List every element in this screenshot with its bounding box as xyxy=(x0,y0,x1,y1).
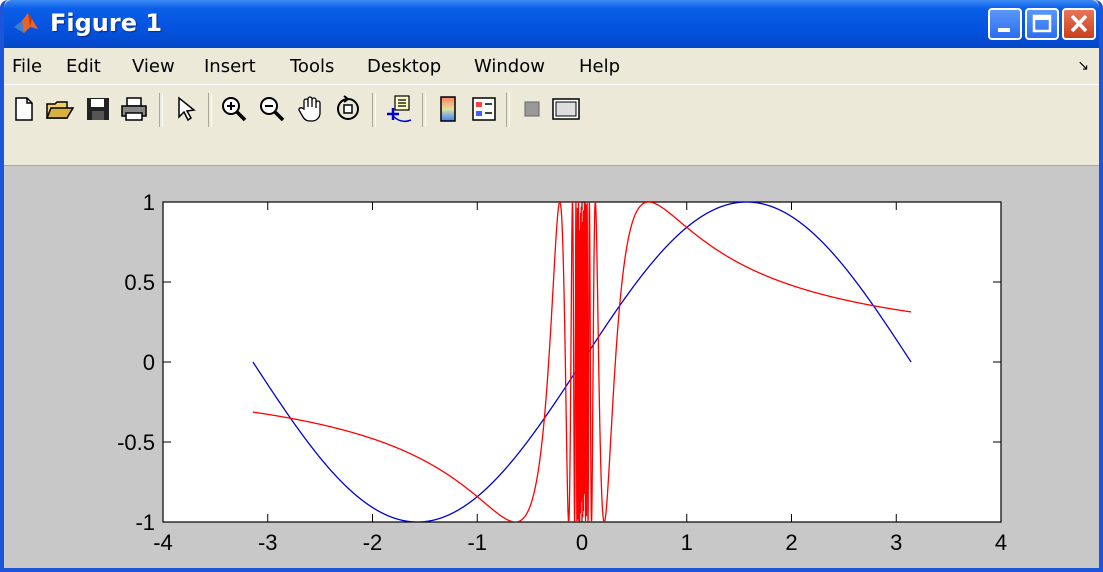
minimize-button[interactable] xyxy=(988,8,1022,40)
x-tick-label: -4 xyxy=(153,530,173,555)
figure-toolbar xyxy=(4,84,1099,166)
new-figure-button[interactable] xyxy=(8,91,40,127)
figure-canvas: -4 -3 -2 -1 0 1 2 3 4 1 0.5 0 -0.5 -1 xyxy=(4,166,1099,572)
edit-plot-button[interactable] xyxy=(170,91,202,127)
open-folder-icon xyxy=(45,101,75,119)
x-tick-label: 1 xyxy=(681,530,693,555)
show-plot-tools-icon xyxy=(552,98,580,120)
rotate-3d-icon xyxy=(337,95,359,120)
close-icon xyxy=(1070,14,1088,33)
line-chart[interactable]: -4 -3 -2 -1 0 1 2 3 4 1 0.5 0 -0.5 -1 xyxy=(4,166,1099,572)
y-tick-label: -1 xyxy=(135,510,155,535)
zoom-out-icon xyxy=(260,97,285,122)
menu-desktop[interactable]: Desktop xyxy=(367,56,442,77)
menu-view[interactable]: View xyxy=(132,56,175,77)
save-figure-button[interactable] xyxy=(82,91,114,127)
window-title: Figure 1 xyxy=(50,9,163,37)
insert-colorbar-button[interactable] xyxy=(432,91,464,127)
toolbar-separator xyxy=(506,93,510,127)
menu-bar: File Edit View Insert Tools Desktop Wind… xyxy=(4,48,1099,84)
toolbar-separator xyxy=(422,93,426,127)
x-tick-label: 3 xyxy=(890,530,902,555)
series-line-2 xyxy=(252,202,912,522)
x-tick-label: -3 xyxy=(258,530,278,555)
printer-icon xyxy=(121,97,147,121)
zoom-out-button[interactable] xyxy=(256,91,288,127)
y-tick-label: 0 xyxy=(143,350,155,375)
menu-edit[interactable]: Edit xyxy=(66,56,101,77)
y-tick-label: -0.5 xyxy=(117,430,155,455)
hide-plot-tools-icon xyxy=(524,101,540,117)
y-tick-label: 1 xyxy=(143,190,155,215)
menu-tools[interactable]: Tools xyxy=(290,56,335,77)
dock-arrow-icon[interactable]: ↘ xyxy=(1077,58,1089,74)
x-tick-label: 4 xyxy=(995,530,1007,555)
maximize-icon xyxy=(1032,14,1052,33)
minimize-icon xyxy=(998,28,1010,32)
open-file-button[interactable] xyxy=(44,91,76,127)
insert-legend-button[interactable] xyxy=(468,91,500,127)
zoom-in-icon xyxy=(222,97,247,122)
toolbar-separator xyxy=(159,93,163,127)
hand-pan-icon xyxy=(298,96,321,122)
maximize-button[interactable] xyxy=(1025,8,1059,40)
x-tick-label: 0 xyxy=(576,530,588,555)
title-bar[interactable]: Figure 1 xyxy=(4,0,1099,48)
matlab-logo-icon xyxy=(14,13,38,33)
x-tick-label: 2 xyxy=(785,530,797,555)
close-button[interactable] xyxy=(1062,8,1096,40)
colorbar-icon xyxy=(440,96,456,122)
x-tick-label: -1 xyxy=(467,530,487,555)
menu-help[interactable]: Help xyxy=(579,56,621,77)
hide-plot-tools-button[interactable] xyxy=(516,91,548,127)
legend-icon xyxy=(472,97,496,121)
toolbar-separator xyxy=(372,93,376,127)
toolbar-separator xyxy=(208,93,212,127)
show-plot-tools-button[interactable] xyxy=(550,91,582,127)
menu-insert[interactable]: Insert xyxy=(204,56,256,77)
menu-file[interactable]: File xyxy=(12,56,43,77)
zoom-in-button[interactable] xyxy=(218,91,250,127)
pan-button[interactable] xyxy=(294,91,326,127)
floppy-disk-icon xyxy=(87,98,109,120)
data-cursor-icon xyxy=(387,95,412,123)
menu-window[interactable]: Window xyxy=(474,56,545,77)
new-file-icon xyxy=(15,97,33,121)
y-tick-label: 0.5 xyxy=(124,270,155,295)
print-figure-button[interactable] xyxy=(118,91,150,127)
arrow-pointer-icon xyxy=(178,96,196,122)
x-tick-label: -2 xyxy=(363,530,383,555)
data-cursor-button[interactable] xyxy=(382,91,414,127)
rotate-3d-button[interactable] xyxy=(332,91,364,127)
